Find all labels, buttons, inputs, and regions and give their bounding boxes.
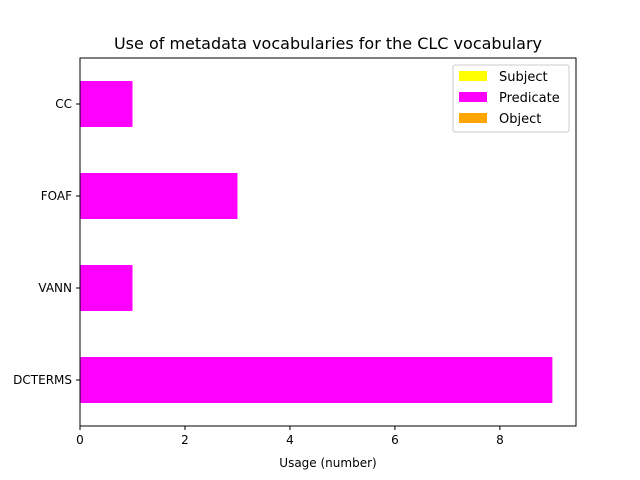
- plot-frame: [79, 57, 577, 427]
- bars-group: [80, 81, 553, 403]
- legend-label-object: Object: [499, 112, 541, 127]
- chart-title: Use of metadata vocabularies for the CLC…: [114, 34, 542, 53]
- bar-predicate-dcterms: [80, 357, 553, 403]
- legend-swatch-object: [459, 113, 487, 123]
- bar-predicate-vann: [80, 265, 133, 311]
- legend-swatch-subject: [459, 71, 487, 81]
- legend: Subject Predicate Object: [452, 64, 570, 133]
- legend-swatch-predicate: [459, 92, 487, 102]
- y-tick-label: VANN: [38, 281, 72, 295]
- x-axis-ticks: 0 2 4 6 8: [76, 426, 504, 447]
- y-tick-label: CC: [55, 97, 72, 111]
- x-tick-label: 0: [76, 433, 84, 447]
- legend-label-subject: Subject: [499, 70, 548, 85]
- y-axis-ticks: DCTERMS VANN FOAF CC: [13, 97, 80, 387]
- x-tick-label: 4: [286, 433, 294, 447]
- bar-predicate-cc: [80, 81, 133, 127]
- bar-predicate-foaf: [80, 173, 238, 219]
- x-tick-label: 8: [496, 433, 504, 447]
- y-tick-label: DCTERMS: [13, 373, 72, 387]
- legend-label-predicate: Predicate: [499, 91, 560, 106]
- x-tick-label: 6: [391, 433, 399, 447]
- y-tick-label: FOAF: [41, 189, 72, 203]
- x-tick-label: 2: [181, 433, 189, 447]
- x-axis-label: Usage (number): [279, 456, 376, 470]
